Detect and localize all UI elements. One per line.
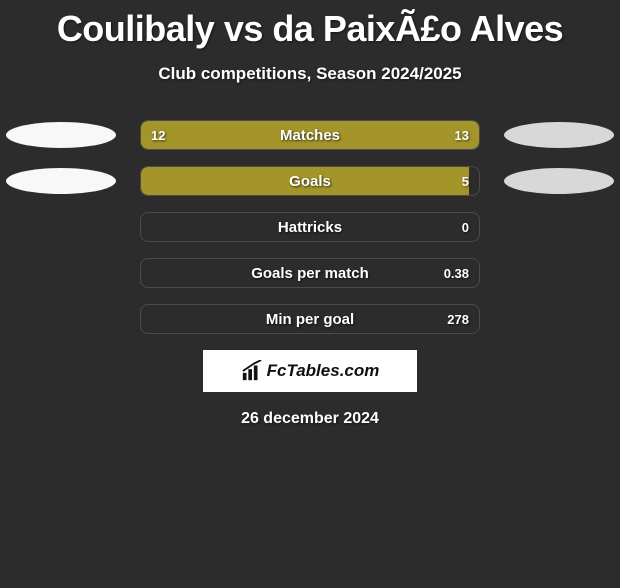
stat-row: 278Min per goal <box>0 304 620 334</box>
player1-marker <box>6 122 116 148</box>
stat-label: Goals per match <box>141 259 479 288</box>
player2-marker <box>504 168 614 194</box>
player1-marker <box>6 168 116 194</box>
player2-marker <box>504 122 614 148</box>
stat-bar: 0.38Goals per match <box>140 258 480 288</box>
stat-bar: 5Goals <box>140 166 480 196</box>
chart-icon <box>241 360 263 382</box>
stat-bar: 278Min per goal <box>140 304 480 334</box>
stat-label: Hattricks <box>141 213 479 242</box>
stat-label: Min per goal <box>141 305 479 334</box>
stat-row: 1213Matches <box>0 120 620 150</box>
stat-label: Matches <box>141 121 479 150</box>
stat-bar: 1213Matches <box>140 120 480 150</box>
stat-row: 0.38Goals per match <box>0 258 620 288</box>
stat-label: Goals <box>141 167 479 196</box>
stat-bar: 0Hattricks <box>140 212 480 242</box>
comparison-title: Coulibaly vs da PaixÃ£o Alves <box>0 8 620 50</box>
stat-row: 0Hattricks <box>0 212 620 242</box>
comparison-subtitle: Club competitions, Season 2024/2025 <box>0 64 620 84</box>
source-logo: FcTables.com <box>203 350 417 392</box>
snapshot-date: 26 december 2024 <box>0 410 620 428</box>
stat-row: 5Goals <box>0 166 620 196</box>
comparison-chart: 1213Matches 5Goals 0Hattricks 0.38Goals per… <box>0 120 620 334</box>
logo-text: FcTables.com <box>267 361 380 381</box>
